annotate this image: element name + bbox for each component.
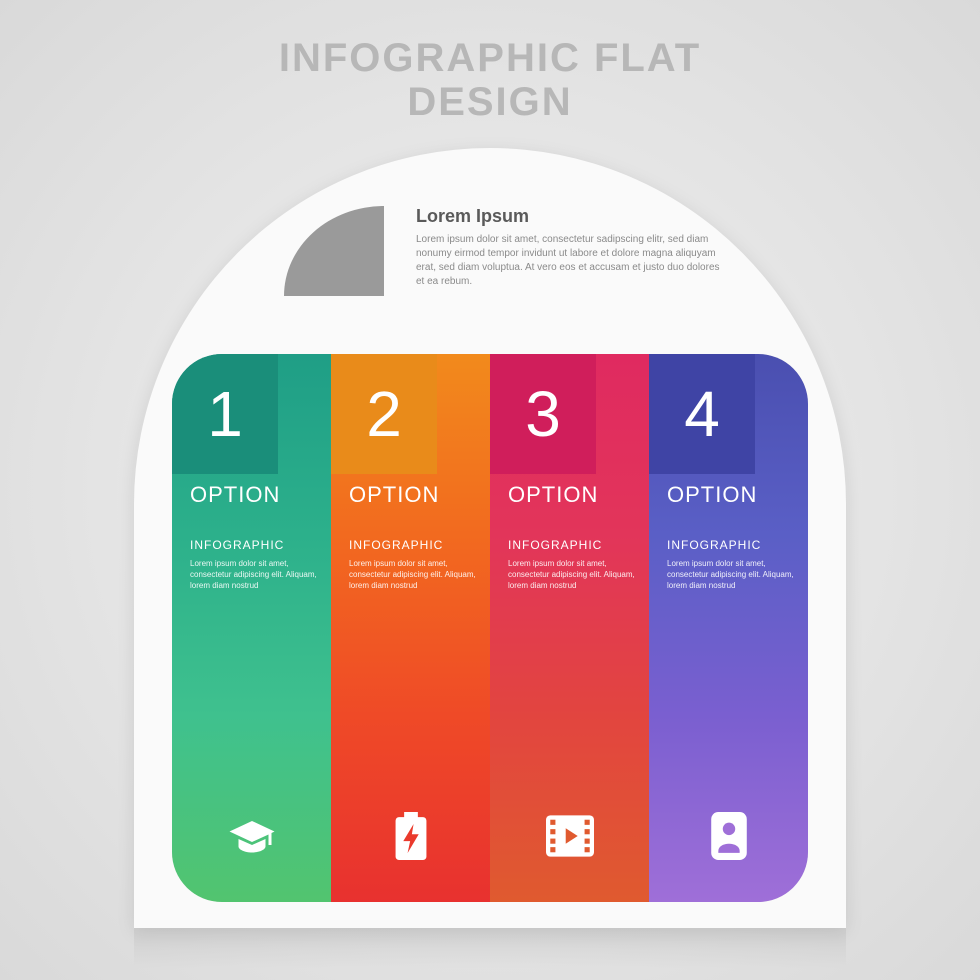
- intro-text: Lorem Ipsum Lorem ipsum dolor sit amet, …: [416, 206, 724, 326]
- number-4: 4: [684, 377, 720, 451]
- option-body-1: Lorem ipsum dolor sit amet, consectetur …: [190, 558, 317, 592]
- option-label-2: OPTION: [349, 482, 439, 508]
- main-title: INFOGRAPHIC FLAT DESIGN: [0, 36, 980, 124]
- number-2: 2: [366, 377, 402, 451]
- battery-bolt-icon: [331, 812, 490, 860]
- option-body-2: Lorem ipsum dolor sit amet, consectetur …: [349, 558, 476, 592]
- floor-reflection: [134, 928, 846, 968]
- option-body-4: Lorem ipsum dolor sit amet, consectetur …: [667, 558, 794, 592]
- id-badge-icon: [649, 812, 808, 860]
- intro-body: Lorem ipsum dolor sit amet, consectetur …: [416, 233, 724, 289]
- number-1: 1: [207, 377, 243, 451]
- option-column-3: 3 OPTION INFOGRAPHIC Lorem ipsum dolor s…: [490, 354, 649, 902]
- intro-heading: Lorem Ipsum: [416, 206, 724, 227]
- option-sub-4: INFOGRAPHIC: [667, 538, 761, 552]
- title-line1: INFOGRAPHIC FLAT: [279, 36, 701, 80]
- options-window: 1 OPTION INFOGRAPHIC Lorem ipsum dolor s…: [172, 354, 808, 902]
- number-box-3: 3: [490, 354, 596, 474]
- number-box-2: 2: [331, 354, 437, 474]
- intro-block: Lorem Ipsum Lorem ipsum dolor sit amet, …: [284, 206, 724, 326]
- arch-container: Lorem Ipsum Lorem ipsum dolor sit amet, …: [134, 148, 846, 928]
- option-sub-2: INFOGRAPHIC: [349, 538, 443, 552]
- quarter-pie-icon: [284, 206, 394, 296]
- option-label-3: OPTION: [508, 482, 598, 508]
- title-line2: DESIGN: [407, 80, 572, 124]
- option-sub-1: INFOGRAPHIC: [190, 538, 284, 552]
- option-label-4: OPTION: [667, 482, 757, 508]
- option-label-1: OPTION: [190, 482, 280, 508]
- film-play-icon: [490, 812, 649, 860]
- number-3: 3: [525, 377, 561, 451]
- option-column-2: 2 OPTION INFOGRAPHIC Lorem ipsum dolor s…: [331, 354, 490, 902]
- number-box-4: 4: [649, 354, 755, 474]
- option-sub-3: INFOGRAPHIC: [508, 538, 602, 552]
- option-body-3: Lorem ipsum dolor sit amet, consectetur …: [508, 558, 635, 592]
- option-column-4: 4 OPTION INFOGRAPHIC Lorem ipsum dolor s…: [649, 354, 808, 902]
- number-box-1: 1: [172, 354, 278, 474]
- option-column-1: 1 OPTION INFOGRAPHIC Lorem ipsum dolor s…: [172, 354, 331, 902]
- graduation-cap-icon: [172, 812, 331, 860]
